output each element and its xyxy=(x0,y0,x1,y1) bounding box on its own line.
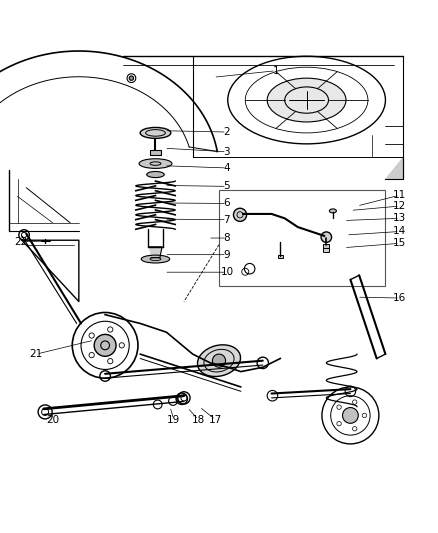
Bar xyxy=(323,244,329,248)
Text: 14: 14 xyxy=(393,227,406,237)
Text: 17: 17 xyxy=(209,415,222,425)
Ellipse shape xyxy=(198,345,240,376)
FancyBboxPatch shape xyxy=(278,255,283,258)
Circle shape xyxy=(321,232,332,243)
Ellipse shape xyxy=(329,209,336,213)
Text: 5: 5 xyxy=(223,181,230,191)
Text: 20: 20 xyxy=(46,415,59,425)
Text: 8: 8 xyxy=(223,233,230,243)
Text: 9: 9 xyxy=(223,249,230,260)
Bar xyxy=(323,248,329,252)
Ellipse shape xyxy=(139,159,172,168)
Ellipse shape xyxy=(141,255,170,263)
Circle shape xyxy=(94,334,116,356)
Text: 2: 2 xyxy=(223,127,230,137)
Text: 13: 13 xyxy=(393,213,406,223)
Text: 6: 6 xyxy=(223,198,230,208)
Text: 12: 12 xyxy=(393,201,406,211)
Bar xyxy=(219,190,385,286)
Text: 4: 4 xyxy=(223,163,230,173)
Text: 1: 1 xyxy=(272,66,279,76)
Text: 15: 15 xyxy=(393,238,406,248)
Text: 7: 7 xyxy=(223,215,230,224)
Ellipse shape xyxy=(140,127,171,139)
FancyBboxPatch shape xyxy=(150,150,161,155)
Text: 16: 16 xyxy=(393,293,406,303)
Circle shape xyxy=(343,408,358,423)
Ellipse shape xyxy=(147,172,164,177)
Text: 21: 21 xyxy=(30,349,43,359)
Text: 18: 18 xyxy=(192,415,205,425)
Text: 22: 22 xyxy=(14,237,27,247)
Ellipse shape xyxy=(267,78,346,122)
Circle shape xyxy=(233,208,247,221)
Polygon shape xyxy=(385,157,403,179)
Text: 11: 11 xyxy=(393,190,406,200)
Text: 10: 10 xyxy=(220,267,233,277)
Text: 3: 3 xyxy=(223,147,230,157)
Circle shape xyxy=(129,76,134,80)
Text: 19: 19 xyxy=(167,415,180,425)
Circle shape xyxy=(212,354,226,367)
Polygon shape xyxy=(149,247,162,258)
